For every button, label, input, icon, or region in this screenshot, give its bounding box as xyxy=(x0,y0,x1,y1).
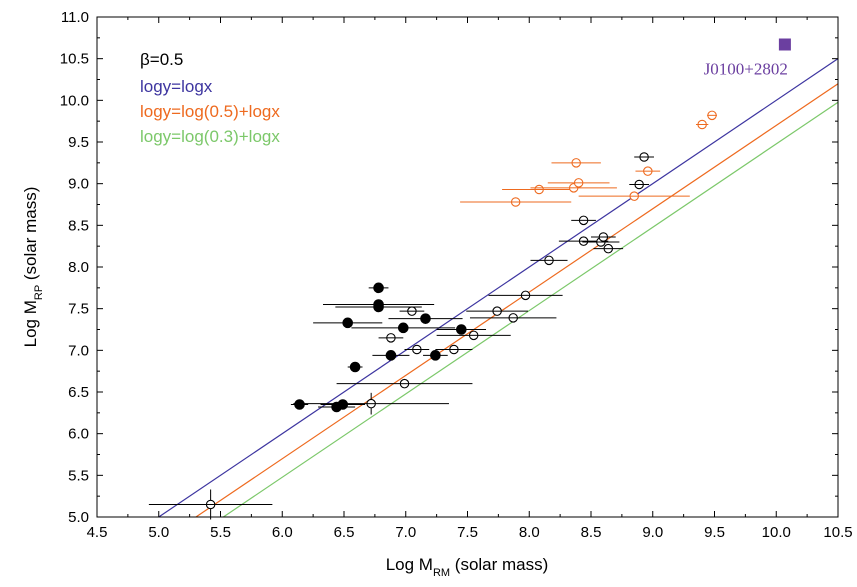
y-tick-label: 9.0 xyxy=(68,176,89,193)
data-point-filled-square-purple xyxy=(778,38,791,51)
x-tick-label: 5.5 xyxy=(210,524,231,541)
data-point-open-orange xyxy=(547,178,610,188)
data-point-open-orange xyxy=(502,184,577,195)
data-point-open-orange xyxy=(707,110,717,121)
data-point-open-black xyxy=(488,290,563,301)
filled-marker xyxy=(337,399,349,410)
data-point-open-black xyxy=(530,255,568,266)
data-point-open-black xyxy=(378,333,404,343)
data-point-open-black xyxy=(148,489,273,520)
x-tick-label: 6.5 xyxy=(334,524,355,541)
y-tick-label: 10.0 xyxy=(60,92,89,109)
data-point-open-black xyxy=(293,392,449,415)
data-point-filled-black xyxy=(335,301,422,313)
legend-entry-logy-log05: logy=log(0.5)+logx xyxy=(140,102,280,121)
x-tick-label: 9.0 xyxy=(642,524,663,541)
y-tick-label: 9.5 xyxy=(68,134,89,151)
reference-line-3 xyxy=(222,101,838,517)
y-tick-label: 5.0 xyxy=(68,509,89,526)
filled-marker xyxy=(397,322,409,334)
y-tick-label: 7.5 xyxy=(68,301,89,318)
y-axis: 5.0 5.5 6.0 6.5 7.0 7.5 8.0 8.5 9.0 9.5 10.0 10.5 11… xyxy=(60,9,838,526)
data-point-open-black xyxy=(336,378,473,389)
filled-marker xyxy=(349,361,361,373)
x-tick-label: 5.0 xyxy=(148,524,169,541)
filled-marker xyxy=(430,350,441,361)
data-point-filled-black xyxy=(423,350,448,361)
y-tick-label: 7.0 xyxy=(68,342,89,359)
data-point-open-black xyxy=(404,344,430,355)
x-tick-label: 6.0 xyxy=(272,524,293,541)
data-point-open-orange xyxy=(635,166,661,176)
y-tick-label: 8.5 xyxy=(68,217,89,234)
y-tick-label: 11.0 xyxy=(61,9,89,26)
annotation-label: J0100+2802 xyxy=(704,60,788,79)
x-tick-label: 7.5 xyxy=(457,524,478,541)
data-points xyxy=(148,38,791,520)
data-point-open-orange xyxy=(551,158,601,168)
x-tick-label: 10.5 xyxy=(823,524,852,541)
x-axis-title: Log MRM (solar mass) xyxy=(386,555,549,579)
legend-entry-logy-log03: logy=log(0.3)+logx xyxy=(140,127,280,146)
filled-marker xyxy=(342,317,354,329)
data-point-filled-black xyxy=(320,399,365,410)
data-point-open-black xyxy=(571,215,596,226)
y-tick-label: 8.0 xyxy=(68,259,89,276)
filled-marker xyxy=(385,350,397,361)
x-tick-label: 10.0 xyxy=(762,524,791,541)
data-point-filled-black xyxy=(436,324,487,335)
legend-title: β=0.5 xyxy=(140,50,183,69)
data-point-open-black xyxy=(435,344,473,355)
data-point-filled-black xyxy=(368,282,389,294)
data-point-filled-black xyxy=(388,313,463,324)
y-axis-title: Log MRP (solar mass) xyxy=(21,187,45,348)
data-point-open-black xyxy=(436,330,511,341)
filled-marker xyxy=(420,313,431,324)
filled-marker xyxy=(373,301,384,313)
legend-entry-logy-logx: logy=logx xyxy=(140,77,213,96)
data-point-filled-black xyxy=(290,399,309,410)
data-point-filled-black xyxy=(313,317,383,329)
x-tick-label: 8.0 xyxy=(519,524,540,541)
data-point-open-orange xyxy=(460,197,572,207)
data-point-filled-black xyxy=(372,350,410,361)
square-marker xyxy=(778,38,791,51)
y-tick-label: 6.5 xyxy=(68,384,89,401)
data-point-open-orange xyxy=(578,191,690,201)
x-tick-label: 4.5 xyxy=(87,524,108,541)
legend: β=0.5 logy=logx logy=log(0.5)+logx logy=… xyxy=(140,50,280,146)
x-tick-label: 8.5 xyxy=(581,524,602,541)
data-point-open-black xyxy=(591,232,616,242)
y-tick-label: 6.0 xyxy=(68,426,89,443)
reference-lines xyxy=(157,58,838,517)
y-tick-label: 5.5 xyxy=(68,467,89,484)
reference-line-1 xyxy=(157,58,838,517)
data-point-open-black xyxy=(399,306,425,316)
data-point-open-black xyxy=(629,179,650,190)
data-point-open-black xyxy=(634,152,654,162)
reference-line-2 xyxy=(194,83,838,517)
filled-marker xyxy=(373,282,384,294)
filled-marker xyxy=(294,399,305,410)
data-point-open-orange xyxy=(695,119,709,130)
x-tick-label: 9.5 xyxy=(704,524,725,541)
y-tick-label: 10.5 xyxy=(60,51,89,68)
data-point-open-orange xyxy=(530,183,617,193)
x-axis: 4.5 5.0 5.5 6.0 6.5 7.0 7.5 8.0 8.5 9.0 9.5 10.0 10.… xyxy=(87,17,853,541)
data-point-filled-black xyxy=(351,322,456,334)
data-point-open-black xyxy=(469,313,557,323)
data-point-open-black xyxy=(593,243,624,254)
data-point-filled-black xyxy=(347,361,363,373)
x-tick-label: 7.0 xyxy=(395,524,416,541)
filled-marker xyxy=(456,324,467,335)
data-point-open-black xyxy=(466,306,529,316)
